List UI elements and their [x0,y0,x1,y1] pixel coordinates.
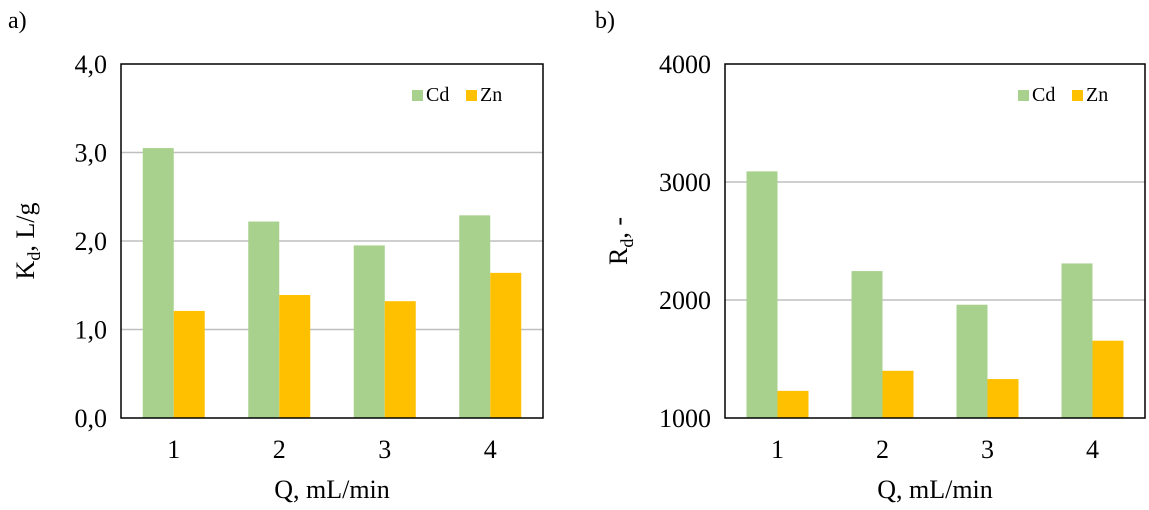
x-tick-label: 2 [273,435,286,464]
plot-frame [120,63,544,419]
bar-zn-4 [1092,340,1124,418]
y-tick-label: 2000 [659,286,711,315]
panel-label: b) [595,8,615,34]
y-axis-label: Kd, L/g [11,203,44,280]
bar-zn-4 [490,272,522,418]
x-axis-label: Q, mL/min [877,475,993,504]
bar-cd-3 [956,304,988,418]
x-tick-label: 3 [981,435,994,464]
legend-label-zn: Zn [1086,84,1108,106]
legend-label-cd: Cd [426,84,449,106]
x-tick-label: 1 [771,435,784,464]
legend-swatch-zn [466,90,477,101]
y-tick-label: 1000 [659,404,711,433]
bar-cd-2 [248,221,280,418]
x-tick-label: 1 [167,435,180,464]
chart-a-svg: a) 0,0 1,0 2,0 3,0 4,0 1 2 3 4 Cd Zn Q, mL/min Kd, L/… [8,8,544,504]
x-tick-label: 4 [1086,435,1099,464]
plot-frame [724,63,1146,419]
y-tick-label: 2,0 [75,227,108,256]
x-axis-label: Q, mL/min [274,475,390,504]
y-axis-label: Rd, - [604,217,637,265]
bar-zn-2 [882,370,914,418]
chart-b-svg: b) 1000 2000 3000 4000 1 2 3 4 Cd Zn Q, mL/min Rd, - [595,8,1146,504]
bar-zn-3 [987,379,1019,418]
x-tick-label: 4 [484,435,497,464]
panel-label: a) [8,8,27,34]
x-tick-label: 3 [378,435,391,464]
bar-cd-4 [1061,263,1093,418]
legend-label-zn: Zn [480,84,502,106]
bar-zn-1 [173,310,205,418]
bar-cd-1 [142,148,174,418]
bar-zn-3 [384,301,416,418]
legend-swatch-zn [1072,90,1083,101]
y-tick-label: 1,0 [75,316,108,345]
legend-swatch-cd [1018,90,1029,101]
bar-cd-1 [746,171,778,418]
y-tick-label: 3,0 [75,139,108,168]
x-tick-label: 2 [876,435,889,464]
bar-cd-4 [459,215,491,418]
y-tick-label: 4000 [659,50,711,79]
y-tick-label: 0,0 [75,404,108,433]
bar-zn-1 [777,390,809,418]
bar-cd-2 [851,271,883,418]
bar-zn-2 [279,294,311,418]
bar-cd-3 [353,245,385,418]
chart-panel-b: b) 1000 2000 3000 4000 1 2 3 4 Cd Zn Q, mL/min Rd, - [575,0,1149,510]
y-tick-label: 4,0 [75,50,108,79]
legend-swatch-cd [412,90,423,101]
legend-label-cd: Cd [1032,84,1055,106]
y-tick-label: 3000 [659,168,711,197]
chart-panel-a: a) 0,0 1,0 2,0 3,0 4,0 1 2 3 4 Cd Zn Q, mL/min Kd, L/… [0,0,570,510]
